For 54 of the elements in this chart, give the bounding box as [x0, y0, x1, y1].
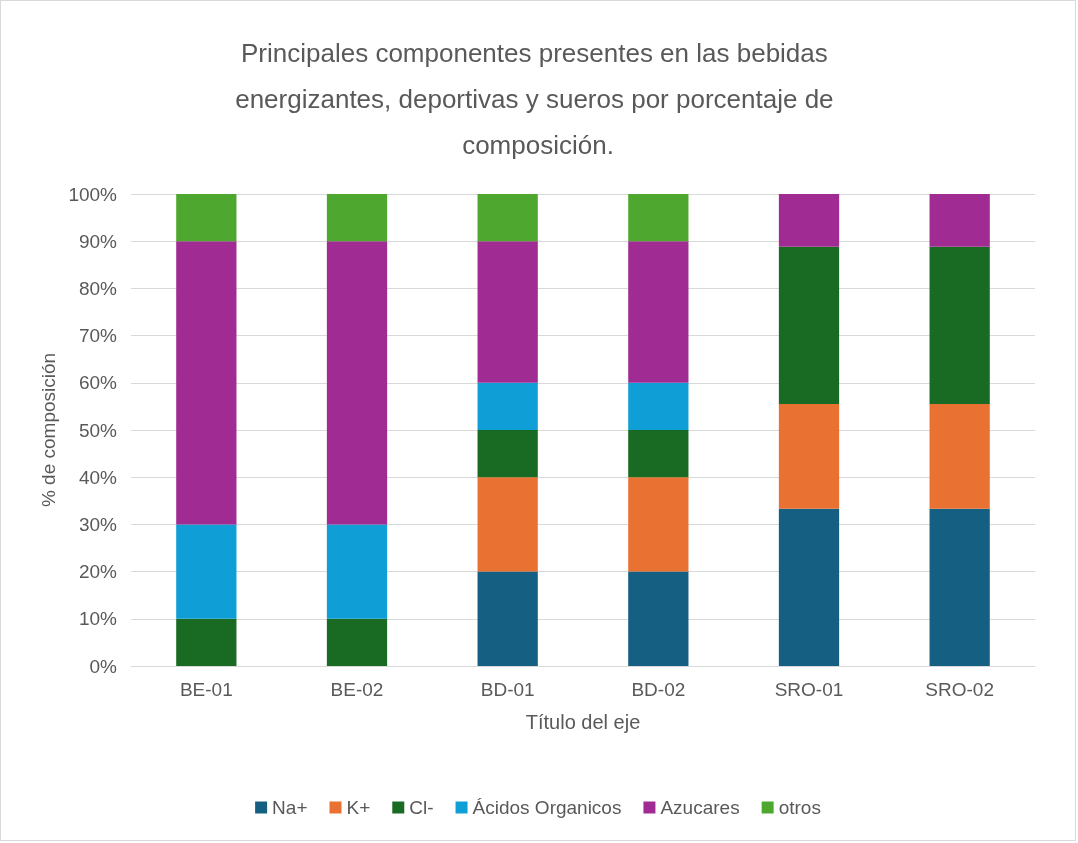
x-tick-label: BD-01	[480, 679, 535, 700]
bar	[477, 477, 538, 572]
y-tick-label: 70%	[78, 325, 118, 347]
y-tick-label: 30%	[78, 513, 118, 535]
legend-label: Cl-	[409, 797, 434, 818]
x-tick-label: BE-01	[179, 679, 233, 700]
bar	[326, 194, 388, 242]
y-tick-label: 80%	[78, 277, 118, 299]
bar	[477, 382, 538, 430]
y-tick-label: 90%	[78, 230, 118, 252]
bar	[628, 241, 689, 383]
bar	[778, 246, 840, 405]
bar	[929, 508, 990, 666]
bar	[326, 618, 388, 666]
bar	[477, 571, 538, 666]
y-tick-label: 20%	[78, 561, 118, 583]
bar	[176, 241, 237, 525]
legend-label: otros	[778, 797, 821, 818]
x-tick-label: SRO-01	[774, 679, 844, 700]
bar	[326, 524, 388, 619]
legend-label: K+	[346, 797, 371, 818]
chart-title: Principales componentes presentes en las bebidas energizantes, deportivas y sueros por porcentaje de composición.	[235, 38, 841, 160]
bar	[628, 571, 689, 666]
y-tick-label: 40%	[78, 466, 118, 488]
bar	[778, 194, 840, 247]
bar	[929, 246, 990, 405]
legend-label: Ácidos Organicos	[472, 797, 622, 818]
x-axis-title: Título del eje	[525, 711, 641, 733]
y-tick-label: 100%	[68, 183, 118, 205]
legend-label: Azucares	[660, 797, 740, 818]
bar	[477, 241, 538, 383]
bar	[778, 508, 840, 666]
bar	[176, 194, 237, 242]
y-tick-label: 10%	[78, 608, 118, 630]
x-tick-label: SRO-02	[925, 679, 994, 700]
bar	[929, 404, 990, 509]
bar	[176, 618, 237, 666]
bar	[929, 194, 990, 247]
bar	[326, 241, 388, 525]
y-tick-label: 50%	[78, 419, 118, 441]
x-tick-label: BD-02	[631, 679, 686, 700]
bar	[628, 477, 689, 572]
bar	[477, 194, 538, 242]
bar	[477, 430, 538, 478]
bar	[628, 382, 689, 430]
y-tick-label: 0%	[89, 655, 118, 677]
legend-label: Na+	[272, 797, 308, 818]
y-axis-title: % de composición	[37, 352, 59, 508]
bar	[628, 194, 689, 242]
x-tick-label: BE-02	[330, 679, 384, 700]
bar	[176, 524, 237, 619]
bar	[778, 404, 840, 509]
bar	[628, 430, 689, 478]
y-tick-label: 60%	[78, 372, 118, 394]
